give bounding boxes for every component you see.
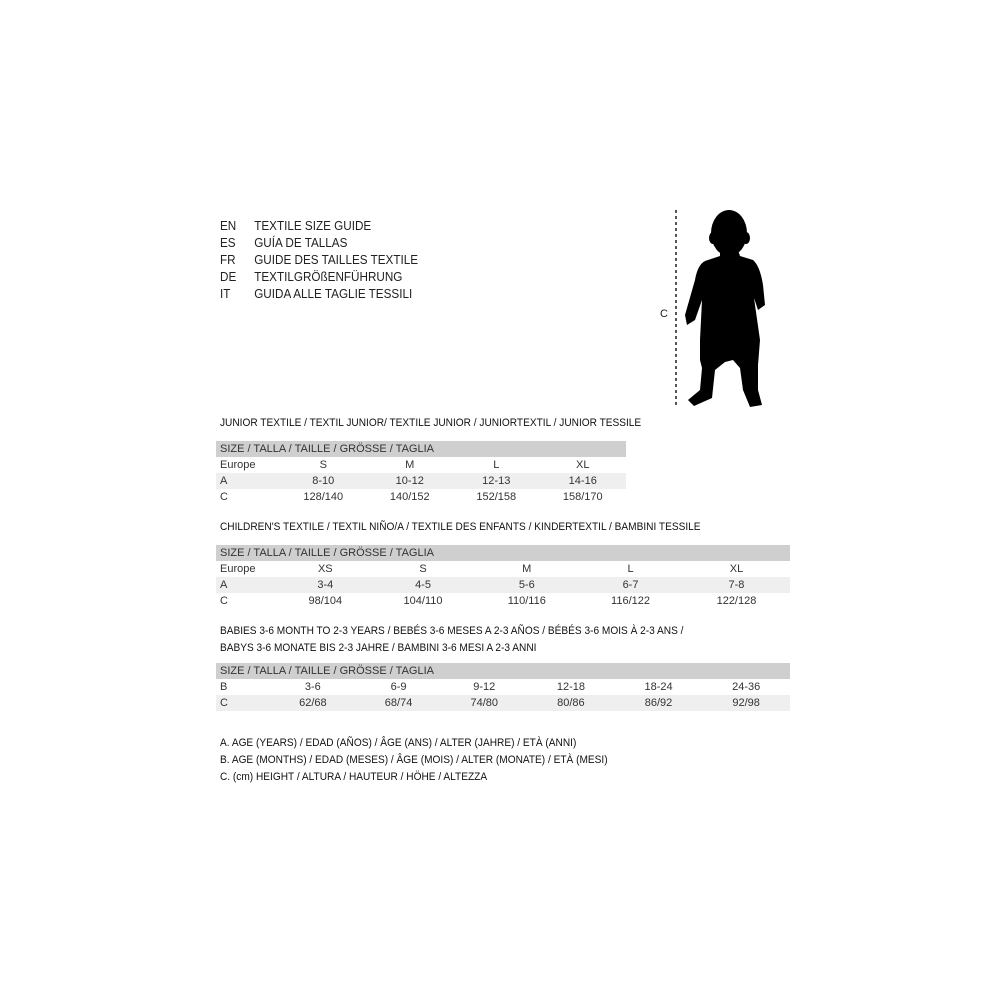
babies-title-line1: BABIES 3-6 MONTH TO 2-3 YEARS / BEBÉS 3-… [220, 625, 684, 637]
height-label: C [660, 308, 668, 320]
table-row: C 98/104 104/110 110/116 116/122 122/128 [220, 595, 757, 607]
title-fr: FR GUIDE DES TAILLES TEXTILE [220, 252, 419, 267]
title-de: DE TEXTILGRÖßENFÜHRUNG [220, 269, 403, 284]
babies-size-table: SIZE / TALLA / TAILLE / GRÖSSE / TAGLIA … [216, 663, 790, 711]
table-row: B 3-6 6-9 9-12 12-18 18-24 24-36 [220, 681, 761, 693]
size-header: SIZE / TALLA / TAILLE / GRÖSSE / TAGLIA [216, 441, 626, 457]
table-row: C 62/68 68/74 74/80 80/86 86/92 92/98 [216, 695, 790, 711]
table-row: A 3-4 4-5 5-6 6-7 7-8 [216, 577, 790, 593]
table-row: Europe S M L XL [220, 459, 590, 471]
title-it: IT GUIDA ALLE TAGLIE TESSILI [220, 286, 413, 301]
table-row: C 128/140 140/152 152/158 158/170 [220, 491, 603, 503]
babies-title-line2: BABYS 3-6 MONATE BIS 2-3 JAHRE / BAMBINI… [220, 642, 537, 654]
size-header: SIZE / TALLA / TAILLE / GRÖSSE / TAGLIA [216, 545, 790, 561]
legend-c: C. (cm) HEIGHT / ALTURA / HAUTEUR / HÖHE… [220, 771, 488, 783]
junior-size-table: SIZE / TALLA / TAILLE / GRÖSSE / TAGLIA … [216, 441, 626, 505]
legend-b: B. AGE (MONTHS) / EDAD (MESES) / ÂGE (MO… [220, 754, 608, 766]
title-en: EN TEXTILE SIZE GUIDE [220, 218, 372, 233]
legend: A. AGE (YEARS) / EDAD (AÑOS) / ÂGE (ANS)… [220, 735, 608, 786]
legend-a: A. AGE (YEARS) / EDAD (AÑOS) / ÂGE (ANS)… [220, 737, 577, 749]
title-es: ES GUÍA DE TALLAS [220, 235, 348, 250]
table-row: Europe XS S M L XL [220, 563, 744, 575]
children-title: CHILDREN'S TEXTILE / TEXTIL NIÑO/A / TEX… [220, 521, 701, 533]
child-silhouette-icon [685, 210, 765, 407]
language-titles: EN TEXTILE SIZE GUIDE ES GUÍA DE TALLAS FR… [220, 217, 418, 302]
size-header: SIZE / TALLA / TAILLE / GRÖSSE / TAGLIA [216, 663, 790, 679]
child-silhouette-figure [675, 210, 765, 408]
children-size-table: SIZE / TALLA / TAILLE / GRÖSSE / TAGLIA … [216, 545, 790, 609]
table-row: A 8-10 10-12 12-13 14-16 [216, 473, 626, 489]
junior-title: JUNIOR TEXTILE / TEXTIL JUNIOR/ TEXTILE … [220, 417, 642, 429]
